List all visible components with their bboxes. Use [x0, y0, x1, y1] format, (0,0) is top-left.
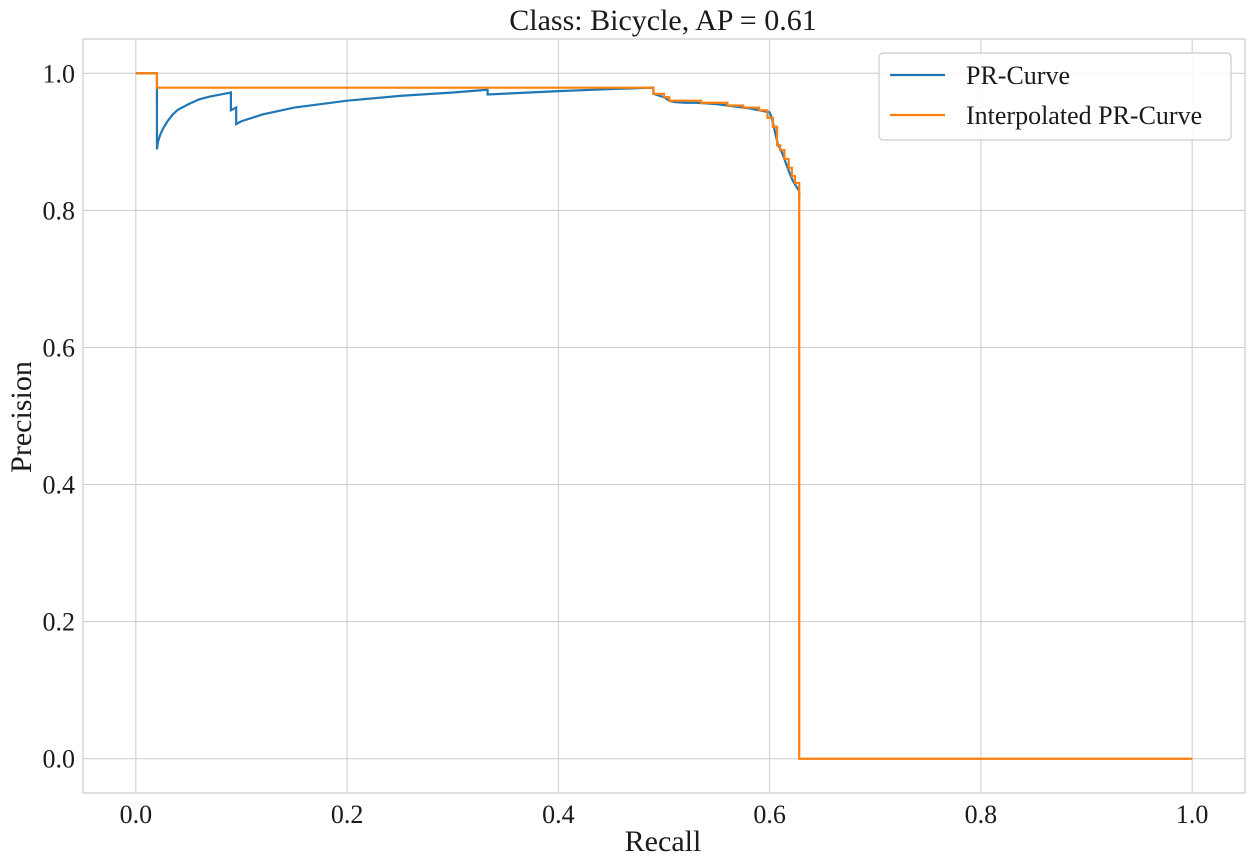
legend-label-interpolated-pr-curve: Interpolated PR-Curve — [966, 101, 1202, 130]
legend-box — [878, 52, 1232, 141]
y-tick-label: 1.0 — [43, 59, 76, 88]
x-tick-label: 1.0 — [1176, 800, 1209, 829]
tick-labels: 0.0 0.2 0.4 0.6 0.8 1.0 0.0 0.2 0.4 0.6 0.8 1.0 — [43, 59, 1209, 829]
y-tick-label: 0.2 — [43, 608, 76, 637]
series-line-pr-curve — [135, 72, 801, 199]
y-tick-label: 0.0 — [43, 745, 76, 774]
y-tick-label: 0.8 — [43, 196, 76, 225]
y-axis-label: Precision — [5, 361, 38, 473]
chart-title: Class: Bicycle, AP = 0.61 — [509, 4, 816, 37]
grid — [83, 39, 1245, 793]
y-tick-label: 0.4 — [43, 471, 76, 500]
series-line-interpolated-pr-curve — [135, 72, 1193, 760]
x-tick-label: 0.2 — [331, 800, 364, 829]
series-layer — [135, 72, 1193, 760]
x-tick-label: 0.8 — [965, 800, 998, 829]
y-tick-label: 0.6 — [43, 333, 76, 362]
legend-label-pr-curve: PR-Curve — [966, 61, 1070, 90]
x-tick-label: 0.6 — [753, 800, 786, 829]
x-tick-label: 0.0 — [120, 800, 153, 829]
legend: PR-Curve Interpolated PR-Curve — [878, 52, 1232, 141]
plot-area-frame — [82, 38, 1246, 794]
x-axis-label: Recall — [625, 825, 702, 858]
x-tick-label: 0.4 — [542, 800, 575, 829]
